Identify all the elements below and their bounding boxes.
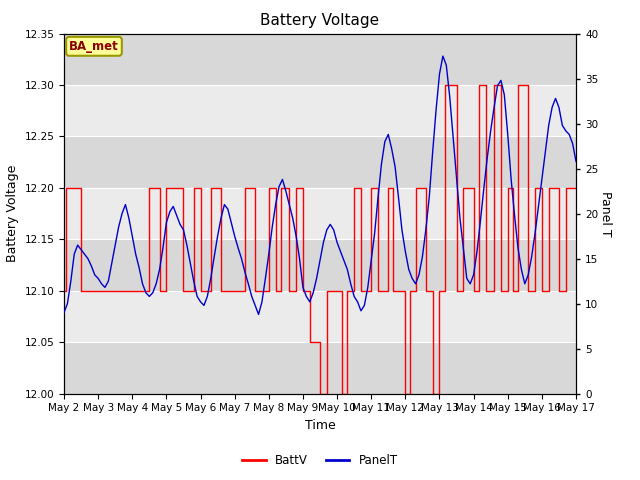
Y-axis label: Battery Voltage: Battery Voltage bbox=[6, 165, 19, 262]
Bar bbox=[64, 342, 576, 394]
Text: BA_met: BA_met bbox=[69, 40, 119, 53]
Bar bbox=[64, 34, 576, 85]
Y-axis label: Panel T: Panel T bbox=[599, 191, 612, 237]
Bar bbox=[64, 240, 576, 291]
Bar bbox=[64, 188, 576, 240]
Bar bbox=[64, 291, 576, 342]
Bar bbox=[64, 85, 576, 136]
Bar bbox=[64, 136, 576, 188]
X-axis label: Time: Time bbox=[305, 419, 335, 432]
Title: Battery Voltage: Battery Voltage bbox=[260, 13, 380, 28]
Legend: BattV, PanelT: BattV, PanelT bbox=[237, 449, 403, 472]
